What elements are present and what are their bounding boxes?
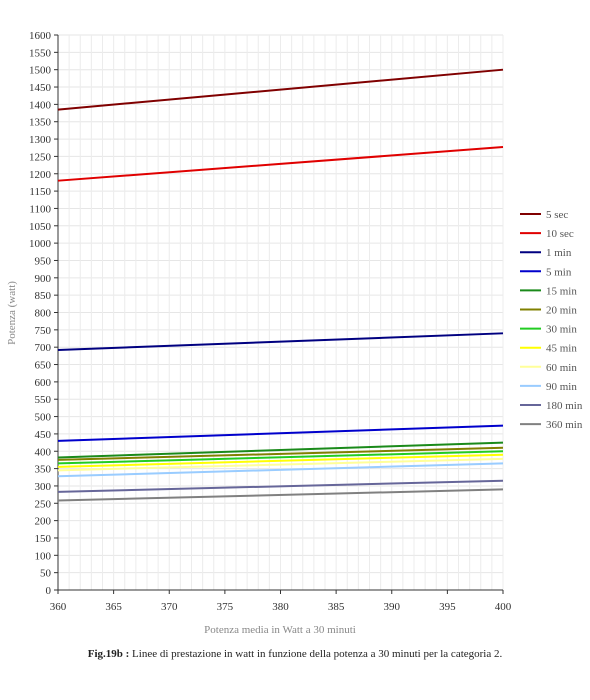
grid xyxy=(57,34,504,591)
y-tick-label: 500 xyxy=(35,412,52,424)
legend: 5 sec 10 sec 1 min 5 min 15 min 20 min 30 min 4… xyxy=(520,209,583,431)
y-tick-label: 450 xyxy=(35,429,52,441)
y-tick-label: 900 xyxy=(35,273,52,285)
series-line-20-min xyxy=(57,446,504,461)
y-tick-label: 250 xyxy=(35,498,52,510)
y-tick-label: 150 xyxy=(35,533,52,545)
x-axis-title: Potenza media in Watt a 30 minuti xyxy=(204,624,356,636)
y-tick-label: 1200 xyxy=(29,169,52,181)
y-tick-label: 1100 xyxy=(29,203,51,215)
y-tick-label: 550 xyxy=(35,394,52,406)
series-line-5-min xyxy=(57,424,504,442)
caption-label: Fig.19b : xyxy=(87,648,130,660)
legend-label: 90 min xyxy=(546,381,577,393)
y-tick-label: 650 xyxy=(35,360,52,372)
y-tick-label: 1250 xyxy=(29,151,52,163)
y-tick-label: 350 xyxy=(35,464,52,476)
x-tick-label: 375 xyxy=(217,601,234,613)
axes xyxy=(54,34,504,594)
y-tick-label: 850 xyxy=(35,290,52,302)
series-line-90-min xyxy=(57,462,504,478)
y-tick-label: 1600 xyxy=(29,30,52,42)
chart: 0 50 100 150 200 250 300 350 400 450 500 550 600 650 7… xyxy=(6,30,583,636)
x-tick-label: 360 xyxy=(50,601,67,613)
legend-label: 1 min xyxy=(546,247,572,259)
x-tick-label: 385 xyxy=(328,601,345,613)
x-tick-label: 380 xyxy=(272,601,289,613)
y-tick-label: 1150 xyxy=(29,186,51,198)
y-tick-label: 800 xyxy=(35,308,52,320)
series-line-360-min xyxy=(57,488,504,502)
y-tick-label: 1400 xyxy=(29,99,52,111)
x-tick-label: 390 xyxy=(384,601,401,613)
series-line-10-sec xyxy=(57,146,504,182)
y-tick-label: 600 xyxy=(35,377,52,389)
y-tick-label: 400 xyxy=(35,446,52,458)
series-line-15-min xyxy=(57,441,504,459)
y-tick-label: 1500 xyxy=(29,65,52,77)
y-tick-label: 1000 xyxy=(29,238,52,250)
legend-label: 30 min xyxy=(546,324,577,336)
series-line-1-min xyxy=(57,332,504,351)
legend-label: 180 min xyxy=(546,400,583,412)
series-line-180-min xyxy=(57,479,504,493)
y-tick-label: 950 xyxy=(35,255,52,267)
legend-label: 45 min xyxy=(546,343,577,355)
y-tick-label: 700 xyxy=(35,342,52,354)
legend-label: 5 sec xyxy=(546,209,568,221)
y-tick-label: 50 xyxy=(40,568,52,580)
legend-label: 15 min xyxy=(546,285,577,297)
x-tick-label: 400 xyxy=(495,601,512,613)
series-line-60-min xyxy=(57,457,504,472)
legend-label: 5 min xyxy=(546,266,572,278)
y-tick-label: 1550 xyxy=(29,47,52,59)
x-tick-labels: 360 365 370 375 380 385 390 395 400 xyxy=(50,601,512,613)
y-axis-title: Potenza (watt) xyxy=(6,281,18,345)
y-tick-label: 200 xyxy=(35,516,52,528)
legend-label: 20 min xyxy=(546,305,577,317)
figure-caption: Fig.19b : Linee di prestazione in watt i… xyxy=(0,648,590,660)
y-tick-label: 750 xyxy=(35,325,52,337)
x-tick-label: 365 xyxy=(105,601,122,613)
y-tick-labels: 0 50 100 150 200 250 300 350 400 450 500 550 600 650 7… xyxy=(29,30,52,597)
y-tick-label: 100 xyxy=(35,550,52,562)
series-lines xyxy=(57,68,504,502)
y-tick-label: 1450 xyxy=(29,82,52,94)
series-line-5-sec xyxy=(57,68,504,111)
legend-label: 360 min xyxy=(546,419,583,431)
series-line-30-min xyxy=(57,450,504,465)
caption-text: Linee di prestazione in watt in funzione… xyxy=(129,648,503,660)
legend-label: 10 sec xyxy=(546,228,574,240)
x-tick-label: 370 xyxy=(161,601,178,613)
y-tick-label: 300 xyxy=(35,481,52,493)
y-tick-label: 1050 xyxy=(29,221,52,233)
series-line-45-min xyxy=(57,453,504,468)
y-tick-label: 1350 xyxy=(29,117,52,129)
y-tick-label: 0 xyxy=(46,585,52,597)
x-tick-label: 395 xyxy=(439,601,456,613)
legend-label: 60 min xyxy=(546,362,577,374)
y-tick-label: 1300 xyxy=(29,134,52,146)
